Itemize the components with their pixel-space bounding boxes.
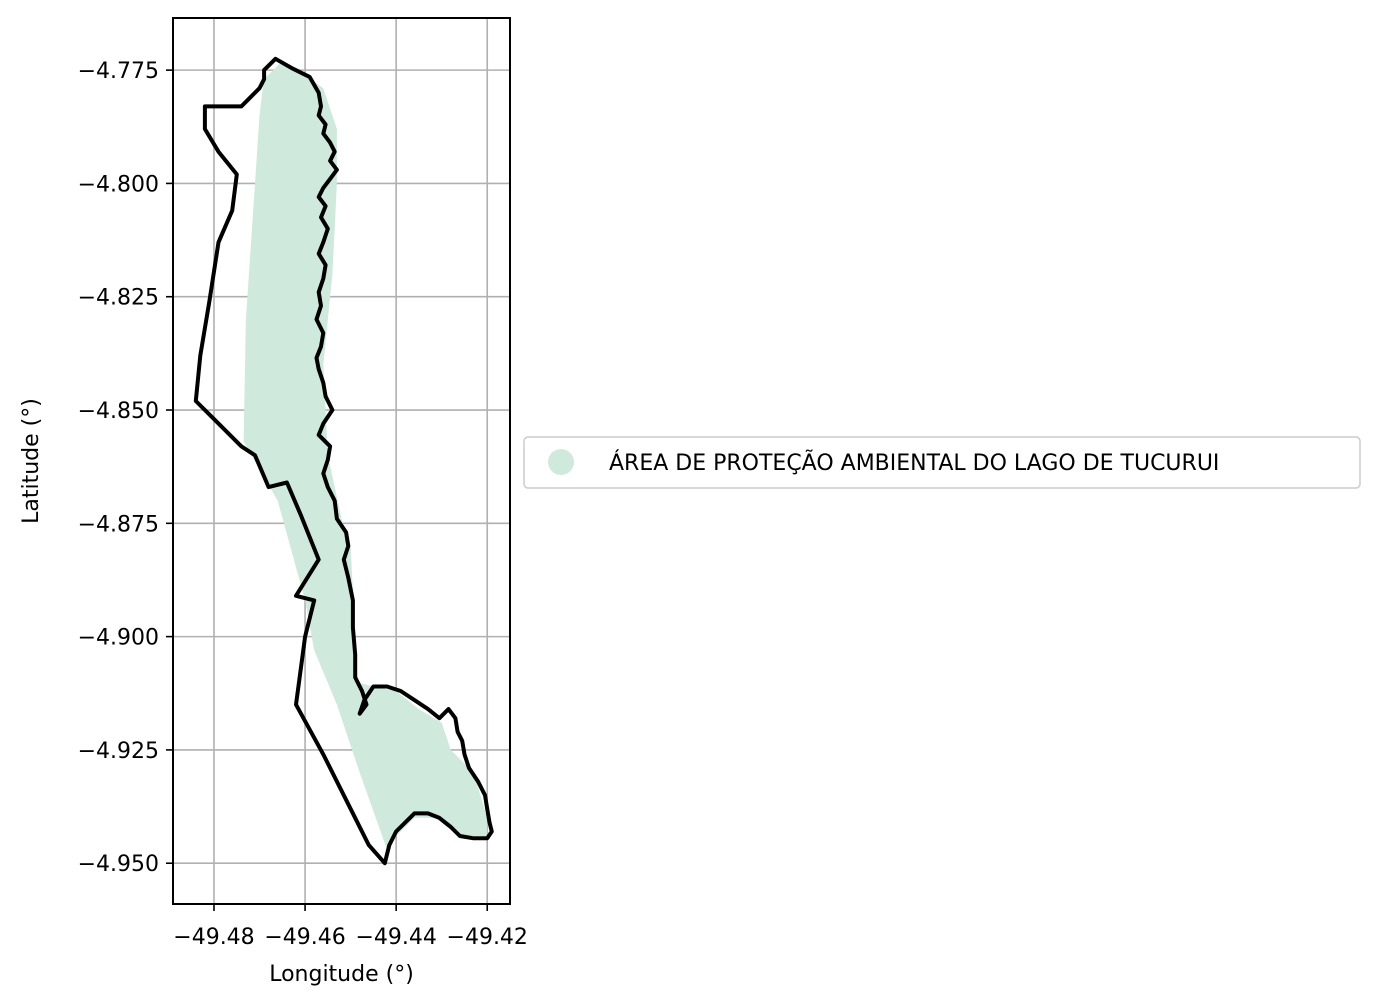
y-tick-label: −4.850 bbox=[78, 399, 159, 424]
x-axis: −49.48 −49.46 −49.44 −49.42 bbox=[173, 904, 528, 950]
boundary-outline bbox=[193, 56, 494, 866]
plot-area bbox=[193, 56, 494, 866]
y-axis-label: Latitude (°) bbox=[19, 398, 44, 524]
y-tick-label: −4.800 bbox=[78, 172, 159, 197]
legend-marker bbox=[548, 449, 574, 475]
y-tick-label: −4.950 bbox=[78, 852, 159, 877]
axes-frame bbox=[172, 17, 511, 905]
y-tick-label: −4.825 bbox=[78, 286, 159, 311]
x-axis-label: Longitude (°) bbox=[269, 962, 414, 987]
protected-area-fill bbox=[243, 61, 488, 850]
y-tick-label: −4.925 bbox=[78, 739, 159, 764]
x-tick-label: −49.48 bbox=[173, 925, 254, 950]
x-tick-label: −49.44 bbox=[355, 925, 436, 950]
y-tick-label: −4.900 bbox=[78, 626, 159, 651]
x-tick-label: −49.46 bbox=[264, 925, 345, 950]
y-tick-label: −4.775 bbox=[78, 59, 159, 84]
legend: ÁREA DE PROTEÇÃO AMBIENTAL DO LAGO DE TU… bbox=[523, 436, 1361, 489]
x-tick-label: −49.42 bbox=[447, 925, 528, 950]
legend-box bbox=[523, 436, 1361, 489]
y-tick-label: −4.875 bbox=[78, 512, 159, 537]
y-axis: −4.775 −4.800 −4.825 −4.850 −4.875 −4.900 −4.9… bbox=[78, 59, 173, 877]
legend-label: ÁREA DE PROTEÇÃO AMBIENTAL DO LAGO DE TU… bbox=[609, 449, 1219, 476]
